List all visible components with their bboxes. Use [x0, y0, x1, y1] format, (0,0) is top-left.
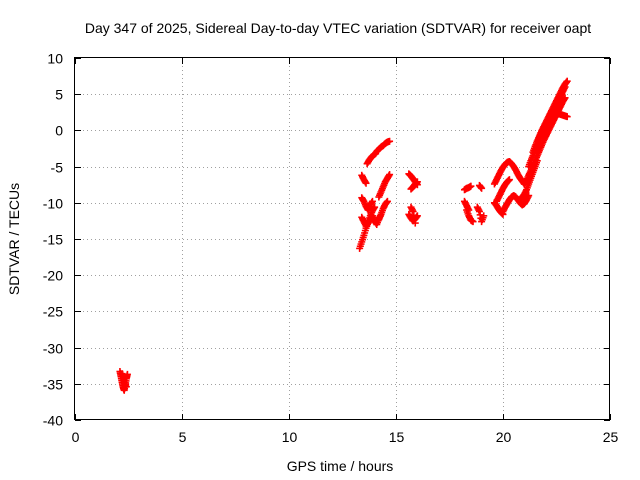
data-point — [383, 197, 391, 205]
y-tick-label: -15 — [43, 232, 63, 248]
x-tick-label: 0 — [72, 429, 80, 445]
x-axis-title: GPS time / hours — [287, 458, 394, 474]
data-points — [116, 77, 571, 394]
data-point — [362, 179, 370, 187]
y-tick-label: -30 — [43, 341, 63, 357]
data-point — [465, 206, 473, 214]
data-point — [505, 176, 513, 184]
y-tick-label: -20 — [43, 268, 63, 284]
x-tick-label: 5 — [179, 429, 187, 445]
y-tick-label: 10 — [47, 51, 63, 67]
x-tick-label: 15 — [389, 429, 405, 445]
grid — [75, 58, 610, 420]
y-tick-label: -40 — [43, 413, 63, 429]
data-point — [533, 157, 541, 165]
data-point — [480, 212, 488, 220]
y-tick-label: -10 — [43, 196, 63, 212]
data-point — [467, 182, 475, 190]
x-tick-label: 25 — [603, 429, 619, 445]
y-axis-title: SDTVAR / TECUs — [6, 183, 22, 295]
data-point — [411, 219, 419, 227]
y-tick-label: 0 — [55, 123, 63, 139]
y-tick-label: 5 — [55, 87, 63, 103]
x-tick-label: 10 — [282, 429, 298, 445]
y-tick-label: -5 — [51, 160, 64, 176]
chart-title: Day 347 of 2025, Sidereal Day-to-day VTE… — [85, 20, 591, 36]
y-tick-label: -35 — [43, 377, 63, 393]
data-point — [386, 171, 394, 179]
y-tick-labels: -40 -35 -30 -25 -20 -15 -10 -5 0 5 10 — [43, 51, 63, 429]
data-point — [563, 77, 571, 85]
y-tick-label: -25 — [43, 304, 63, 320]
data-point — [563, 113, 571, 121]
plot-frame — [74, 57, 610, 420]
x-tick-label: 20 — [496, 429, 512, 445]
data-point — [413, 178, 421, 186]
data-point — [386, 137, 394, 145]
x-tick-labels: 0 5 10 15 20 25 — [72, 429, 619, 445]
data-point — [478, 184, 486, 192]
data-point — [368, 197, 376, 205]
data-point — [469, 218, 477, 226]
data-point — [122, 383, 130, 391]
